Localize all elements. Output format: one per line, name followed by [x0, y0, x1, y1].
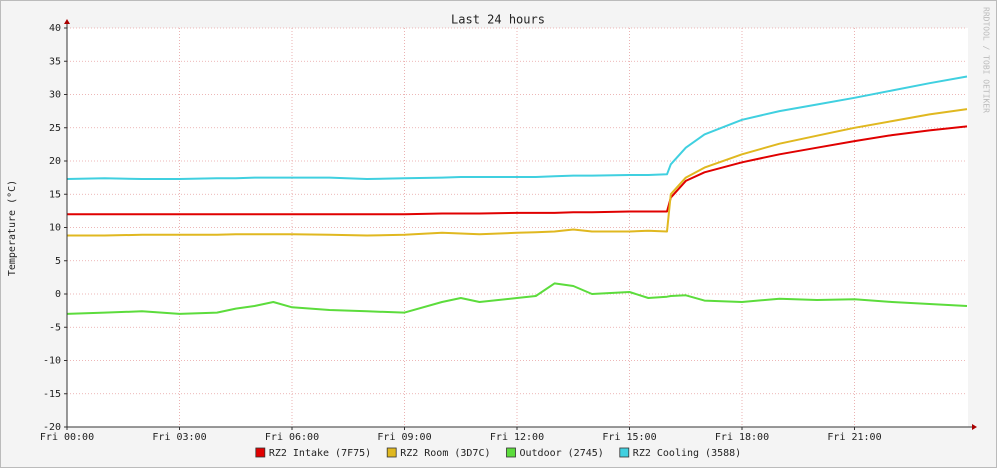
x-tick-label: Fri 06:00 — [265, 432, 319, 443]
x-tick-label: Fri 15:00 — [602, 432, 656, 443]
legend-swatch — [506, 447, 516, 458]
lines — [66, 75, 968, 315]
x-tick-label: Fri 09:00 — [377, 432, 431, 443]
y-tick-label: -10 — [43, 356, 61, 367]
y-tick-label: 30 — [49, 90, 61, 101]
series-line — [67, 108, 968, 237]
y-tick-label: -20 — [43, 422, 61, 433]
legend-label: RZ2 Cooling (3588) — [633, 448, 741, 459]
y-arrow — [64, 19, 70, 24]
x-tick-label: Fri 18:00 — [715, 432, 769, 443]
y-tick-label: -15 — [43, 389, 61, 400]
y-tick-label: -5 — [49, 322, 61, 333]
legend-swatch — [386, 447, 397, 458]
y-axis-label: Temperature (°C) — [7, 180, 18, 276]
y-tick-label: 25 — [49, 123, 61, 134]
legend-label: Outdoor (2745) — [520, 448, 604, 459]
y-tick-label: 15 — [49, 189, 61, 200]
series-line — [66, 282, 968, 315]
legend-swatch — [619, 447, 630, 458]
x-tick-label: Fri 12:00 — [490, 432, 544, 443]
x-tick-label: Fri 00:00 — [40, 432, 94, 443]
x-tick-label: Fri 03:00 — [152, 432, 206, 443]
legend-label: RZ2 Room (3D7C) — [400, 448, 490, 459]
x-arrow — [972, 424, 977, 430]
x-tick-label: Fri 21:00 — [827, 432, 881, 443]
series-line — [66, 75, 968, 180]
series-line — [67, 125, 968, 216]
y-tick-label: 10 — [49, 223, 61, 234]
legend-swatch — [255, 447, 266, 458]
y-tick-label: 35 — [49, 56, 61, 67]
y-tick-label: 20 — [49, 156, 61, 167]
watermark: RRDTOOL / TOBI OETIKER — [982, 7, 991, 113]
y-tick-label: 40 — [49, 23, 61, 34]
legend-label: RZ2 Intake (7F75) — [269, 448, 371, 459]
legend: RZ2 Intake (7F75) RZ2 Room (3D7C) Outdoor … — [255, 447, 741, 459]
y-tick-label: 5 — [55, 256, 61, 267]
y-tick-label: 0 — [55, 289, 61, 300]
chart-title: Last 24 hours — [451, 13, 545, 27]
